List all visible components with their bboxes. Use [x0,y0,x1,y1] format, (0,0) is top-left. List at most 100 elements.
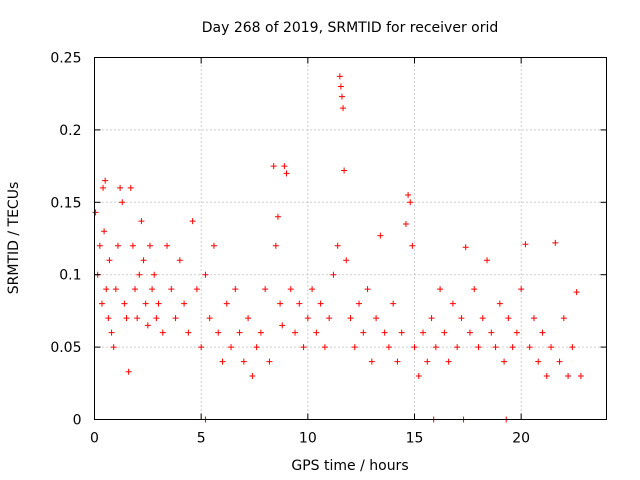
x-axis-ticks: 0 5 10 15 20 [90,57,530,447]
data-point [437,286,444,293]
y-tick-label: 0 [73,413,82,429]
data-point [449,300,456,307]
data-point [424,358,431,365]
data-point [119,199,126,206]
data-point [176,257,183,264]
data-point [272,242,279,249]
y-tick-label: 0.2 [59,123,81,139]
data-point [129,242,136,249]
data-point [123,315,130,322]
plot-frame [94,57,607,420]
data-point [360,329,367,336]
x-tick-label: 10 [299,431,317,447]
data-point [277,300,284,307]
data-point [181,300,188,307]
data-point [185,329,192,336]
data-point [164,242,171,249]
data-point [484,257,491,264]
data-point [522,241,529,248]
data-point [313,329,320,336]
data-point [100,184,107,191]
x-tick-label: 15 [406,431,424,447]
data-point [110,344,117,351]
data-point [270,163,277,170]
data-point [136,271,143,278]
data-point [149,286,156,293]
data-point [296,300,303,307]
data-point [228,344,235,351]
chart-title: Day 268 of 2019, SRMTID for receiver ori… [202,20,499,36]
data-point [479,315,486,322]
data-point [411,344,418,351]
y-tick-label: 0.15 [50,195,81,211]
x-tick-label: 20 [512,431,530,447]
data-point [573,289,580,296]
data-point [127,184,134,191]
data-point [560,315,567,322]
data-point [172,315,179,322]
data-point [138,218,145,225]
y-tick-label: 0.1 [59,268,81,284]
data-point [492,344,499,351]
data-point [144,322,151,329]
data-point [548,344,555,351]
data-point [223,300,230,307]
data-point [445,358,452,365]
y-axis-label: SRMTID / TECUs [6,182,22,295]
data-point [420,329,427,336]
data-point [117,184,124,191]
data-point [140,257,147,264]
data-point [236,329,243,336]
data-point [198,344,205,351]
data-point [407,199,414,206]
data-point [535,358,542,365]
data-point [509,344,516,351]
data-point [336,73,343,80]
data-point [351,344,358,351]
data-point [556,358,563,365]
data-point [475,344,482,351]
data-point [326,315,333,322]
data-point [257,329,264,336]
data-point [364,286,371,293]
data-point [168,286,175,293]
data-point [402,221,409,228]
data-point [432,344,439,351]
data-point [253,344,260,351]
data-point [454,344,461,351]
data-point [219,358,226,365]
data-point [577,373,584,380]
x-axis-label: GPS time / hours [291,458,408,474]
data-point [134,315,141,322]
data-point [102,177,109,184]
data-point [189,218,196,225]
data-point [381,329,388,336]
data-point [496,300,503,307]
data-point [108,329,115,336]
data-point [153,315,160,322]
data-point [266,358,273,365]
data-point [283,170,290,177]
data-point [321,344,328,351]
data-point [262,286,269,293]
data-point [340,105,347,112]
data-point [121,300,128,307]
data-point [398,329,405,336]
x-tick-label: 5 [197,431,206,447]
data-point [279,322,286,329]
data-point [341,167,348,174]
data-point [287,286,294,293]
data-point [330,271,337,278]
data-point [92,209,99,216]
data-point [105,315,112,322]
data-point [543,373,550,380]
data-point [428,315,435,322]
data-point [526,344,533,351]
data-point [193,286,200,293]
data-point [98,300,105,307]
data-point [103,286,110,293]
data-point [202,271,209,278]
data-point [441,329,448,336]
data-point [347,315,354,322]
